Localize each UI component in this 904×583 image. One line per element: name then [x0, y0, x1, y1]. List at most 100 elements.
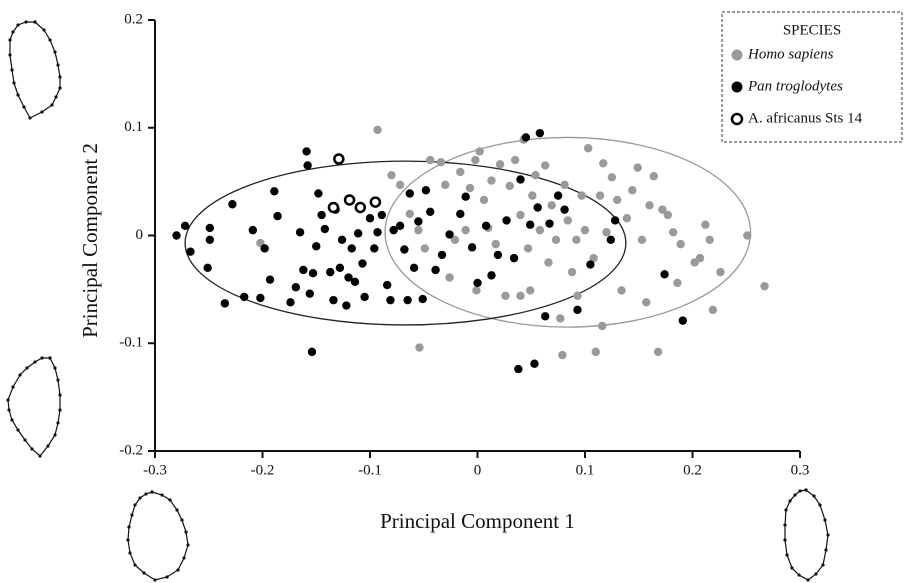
data-point: [421, 186, 431, 195]
data-point: [495, 160, 505, 169]
data-point: [471, 155, 480, 165]
data-point: [414, 217, 423, 226]
data-point: [653, 347, 663, 357]
data-point: [409, 263, 419, 273]
data-point: [541, 312, 550, 321]
x-tick-label: 0.1: [576, 462, 595, 478]
data-point: [373, 125, 382, 135]
data-point: [663, 210, 672, 220]
data-point: [353, 229, 363, 238]
data-point: [591, 347, 600, 357]
x-tick-label: 0.2: [683, 462, 702, 478]
data-point: [743, 231, 752, 240]
data-point: [760, 281, 769, 291]
data-point: [472, 286, 481, 295]
legend-title: SPECIES: [783, 22, 841, 38]
data-point: [270, 187, 279, 196]
data-point: [320, 224, 330, 234]
data-point: [420, 244, 430, 253]
data-point: [256, 293, 265, 303]
y-tick-label: 0.1: [124, 119, 143, 135]
data-point: [505, 181, 514, 191]
data-point: [333, 153, 345, 165]
x-tick-label: -0.2: [251, 462, 275, 478]
data-point: [445, 273, 454, 282]
data-point: [291, 283, 301, 292]
x-tick-label: 0.3: [791, 462, 810, 478]
data-point: [414, 225, 423, 235]
data-point: [337, 235, 347, 245]
data-point: [365, 214, 375, 223]
data-point: [373, 228, 382, 237]
data-point: [172, 231, 181, 240]
data-point: [358, 259, 367, 268]
data-point: [303, 161, 312, 170]
data-point: [343, 194, 356, 206]
data-point: [386, 295, 395, 305]
legend-marker: [730, 112, 744, 126]
x-tick-label: 0: [474, 462, 482, 478]
data-point: [544, 258, 553, 267]
data-point: [530, 359, 539, 368]
data-point: [395, 180, 405, 190]
data-point: [716, 267, 725, 277]
data-point: [305, 289, 314, 298]
data-point: [456, 209, 465, 219]
data-point: [573, 291, 582, 301]
data-point: [708, 305, 718, 315]
data-point: [649, 172, 658, 181]
legend-label: A. africanus Sts 14: [748, 110, 863, 126]
data-point: [658, 205, 667, 214]
data-point: [415, 343, 424, 352]
data-point: [273, 211, 282, 221]
data-point: [265, 275, 275, 284]
data-point: [599, 159, 608, 168]
y-axis-title: Principal Component 2: [78, 143, 102, 338]
data-point: [528, 191, 537, 200]
data-point: [545, 219, 554, 228]
data-point: [572, 235, 581, 245]
data-point: [531, 170, 540, 180]
data-point: [205, 223, 215, 233]
data-point: [377, 210, 387, 220]
data-point: [705, 235, 714, 245]
shape-outline: [8, 358, 60, 456]
data-point: [563, 216, 572, 225]
data-point: [514, 364, 523, 374]
data-point: [344, 273, 353, 282]
data-point: [525, 286, 535, 295]
data-point: [622, 214, 632, 223]
data-point: [461, 192, 470, 201]
data-point: [589, 253, 598, 263]
data-point: [491, 239, 500, 249]
data-point: [445, 230, 454, 239]
data-point: [228, 200, 237, 209]
data-point: [628, 186, 637, 195]
confidence-ellipse: [184, 160, 627, 326]
data-point: [595, 191, 605, 200]
data-point: [387, 170, 396, 180]
data-point: [467, 243, 477, 252]
data-point: [602, 228, 611, 237]
data-point: [633, 163, 642, 172]
data-point: [317, 210, 326, 220]
data-point: [521, 133, 531, 142]
data-point: [551, 235, 561, 245]
data-point: [580, 225, 590, 235]
data-point: [487, 271, 496, 280]
data-point: [481, 221, 491, 231]
data-point: [509, 253, 519, 263]
data-point: [369, 196, 382, 208]
data-point: [389, 225, 398, 235]
data-point: [573, 305, 582, 315]
data-point: [493, 250, 503, 260]
data-point: [426, 207, 435, 216]
data-point: [567, 267, 577, 277]
data-point: [307, 347, 317, 357]
data-point: [613, 195, 622, 205]
data-point: [461, 225, 470, 235]
data-point: [295, 228, 305, 237]
data-point: [668, 228, 678, 237]
shape-outline: [128, 492, 188, 580]
data-point: [475, 147, 484, 156]
